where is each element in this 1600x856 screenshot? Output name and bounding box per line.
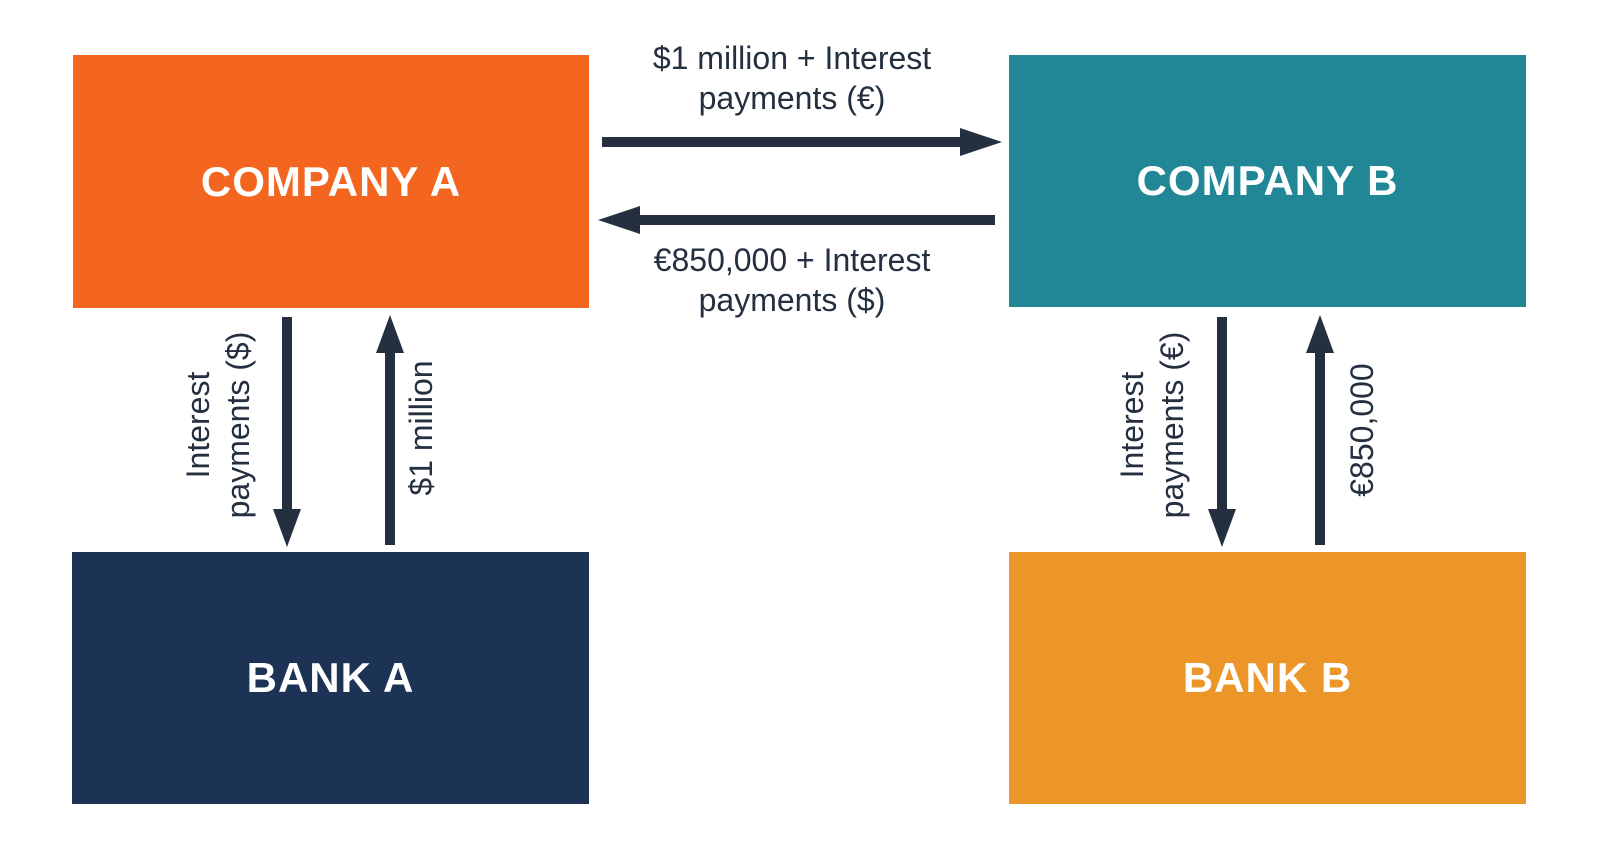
arrow-label-a-to-b-line1: $1 million + Interest	[652, 40, 932, 76]
node-bank-a: BANK A	[72, 552, 589, 804]
arrow-label-b-to-a-line1: €850,000 + Interest	[653, 242, 931, 278]
arrow-b-to-a-shaft	[640, 215, 995, 225]
arrow-a-to-b-shaft	[602, 137, 962, 147]
arrow-label-a-to-b: $1 million + Interest payments (€)	[592, 38, 992, 118]
arrow-a-to-bank-a-shaft	[282, 317, 292, 509]
arrow-bank-a-to-a-shaft	[385, 353, 395, 545]
arrow-label-b-to-bank-b: Interest payments (€)	[1112, 332, 1192, 519]
node-company-a: COMPANY A	[73, 55, 589, 308]
arrow-a-to-bank-a-head-down-icon	[273, 509, 301, 547]
node-bank-b: BANK B	[1009, 552, 1526, 804]
arrow-label-a-to-bank-a-line2: payments ($)	[220, 331, 256, 519]
arrow-bank-b-to-b-head-up-icon	[1306, 315, 1334, 353]
arrow-b-to-bank-b-shaft	[1217, 317, 1227, 509]
arrow-b-to-bank-b-head-down-icon	[1208, 509, 1236, 547]
node-bank-b-label: BANK B	[1182, 654, 1353, 701]
node-company-a-label: COMPANY A	[200, 157, 462, 205]
node-company-b-label: COMPANY B	[1136, 157, 1399, 204]
arrow-b-to-a-head-left-icon	[598, 206, 640, 234]
arrow-label-a-to-bank-a: Interest payments ($)	[178, 332, 258, 519]
arrow-label-bank-b-to-b: €850,000	[1344, 363, 1380, 497]
arrow-label-bank-a-to-a: $1 million	[403, 360, 439, 496]
node-bank-a-label: BANK A	[246, 654, 415, 701]
node-company-b: COMPANY B	[1009, 55, 1526, 307]
arrow-label-b-to-a-line2: payments ($)	[698, 282, 886, 318]
arrow-label-b-to-bank-b-line1: Interest	[1114, 371, 1150, 479]
arrow-a-to-b-head-right-icon	[960, 128, 1002, 156]
arrow-label-b-to-a: €850,000 + Interest payments ($)	[592, 240, 992, 320]
arrow-bank-b-to-b-shaft	[1315, 353, 1325, 545]
arrow-label-a-to-bank-a-line1: Interest	[180, 371, 216, 479]
arrow-bank-a-to-a-head-up-icon	[376, 315, 404, 353]
arrow-label-b-to-bank-b-line2: payments (€)	[1154, 331, 1190, 519]
arrow-label-a-to-b-line2: payments (€)	[698, 80, 886, 116]
